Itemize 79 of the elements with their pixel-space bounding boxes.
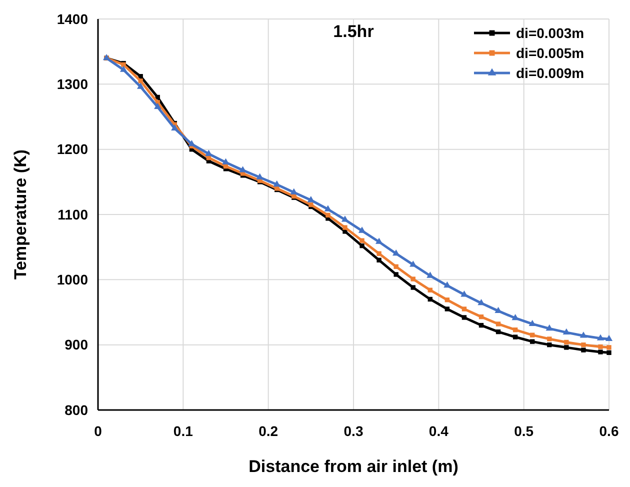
point <box>205 150 212 156</box>
point <box>171 124 178 131</box>
chart-title: 1.5hr <box>333 22 374 41</box>
point <box>512 328 518 332</box>
point <box>410 276 416 282</box>
x-tick-label: 0 <box>94 423 102 439</box>
point <box>326 212 330 218</box>
point <box>606 350 612 355</box>
point <box>410 260 417 267</box>
point <box>188 140 196 146</box>
point <box>547 342 552 348</box>
y-tick-label: 1400 <box>56 10 88 27</box>
point <box>256 173 264 180</box>
point <box>606 345 612 350</box>
x-axis-title: Distance from air inlet (m) <box>248 457 458 476</box>
x-tick-label: 0.2 <box>258 423 278 439</box>
point <box>376 251 382 256</box>
y-tick-label: 1000 <box>56 272 88 288</box>
point <box>444 298 450 302</box>
point <box>598 350 603 354</box>
point <box>580 332 588 338</box>
point <box>596 334 604 340</box>
point <box>546 324 553 331</box>
legend-label: di=0.005m <box>516 44 584 61</box>
y-tick-label: 1200 <box>56 141 88 158</box>
point <box>342 225 348 230</box>
point <box>428 288 432 292</box>
point <box>394 264 398 269</box>
point <box>138 74 143 79</box>
point <box>496 322 501 326</box>
x-tick-label: 0.4 <box>428 423 449 439</box>
point <box>428 296 432 302</box>
point <box>392 249 400 256</box>
x-tick-label: 0.1 <box>173 423 194 439</box>
y-tick-label: 800 <box>64 402 88 418</box>
point <box>273 180 280 187</box>
point <box>547 336 552 342</box>
point <box>137 82 144 89</box>
point <box>360 243 364 248</box>
point <box>444 306 450 312</box>
point <box>222 158 230 164</box>
point <box>410 285 416 290</box>
point <box>376 258 382 262</box>
point <box>478 322 484 328</box>
point <box>512 334 518 340</box>
point <box>564 345 569 350</box>
point <box>605 334 613 342</box>
point <box>598 344 603 350</box>
point <box>120 66 128 72</box>
point <box>564 340 569 345</box>
point <box>426 272 434 278</box>
point <box>375 238 383 244</box>
point <box>138 78 143 84</box>
point <box>358 226 366 233</box>
point <box>154 102 162 110</box>
point <box>290 188 298 194</box>
x-tick-label: 0.6 <box>599 423 619 439</box>
point <box>307 196 314 202</box>
x-tick-label: 0.5 <box>514 423 534 439</box>
point <box>394 272 398 277</box>
point <box>462 306 467 312</box>
point <box>581 348 586 352</box>
y-tick-label: 1300 <box>56 76 88 92</box>
point <box>530 332 535 338</box>
point <box>581 342 586 348</box>
y-axis-title: Temperature (K) <box>11 149 30 280</box>
point <box>530 339 535 344</box>
point <box>478 314 484 320</box>
legend-label: di=0.003m <box>516 24 584 41</box>
x-tick-label: 0.3 <box>344 423 364 439</box>
point <box>496 329 501 334</box>
y-tick-label: 900 <box>64 336 88 353</box>
point <box>360 238 364 243</box>
point <box>462 315 467 320</box>
y-tick-label: 1100 <box>58 206 88 222</box>
point <box>528 320 536 326</box>
point <box>512 314 519 320</box>
point <box>562 328 570 335</box>
legend-label: di=0.009m <box>516 64 584 81</box>
